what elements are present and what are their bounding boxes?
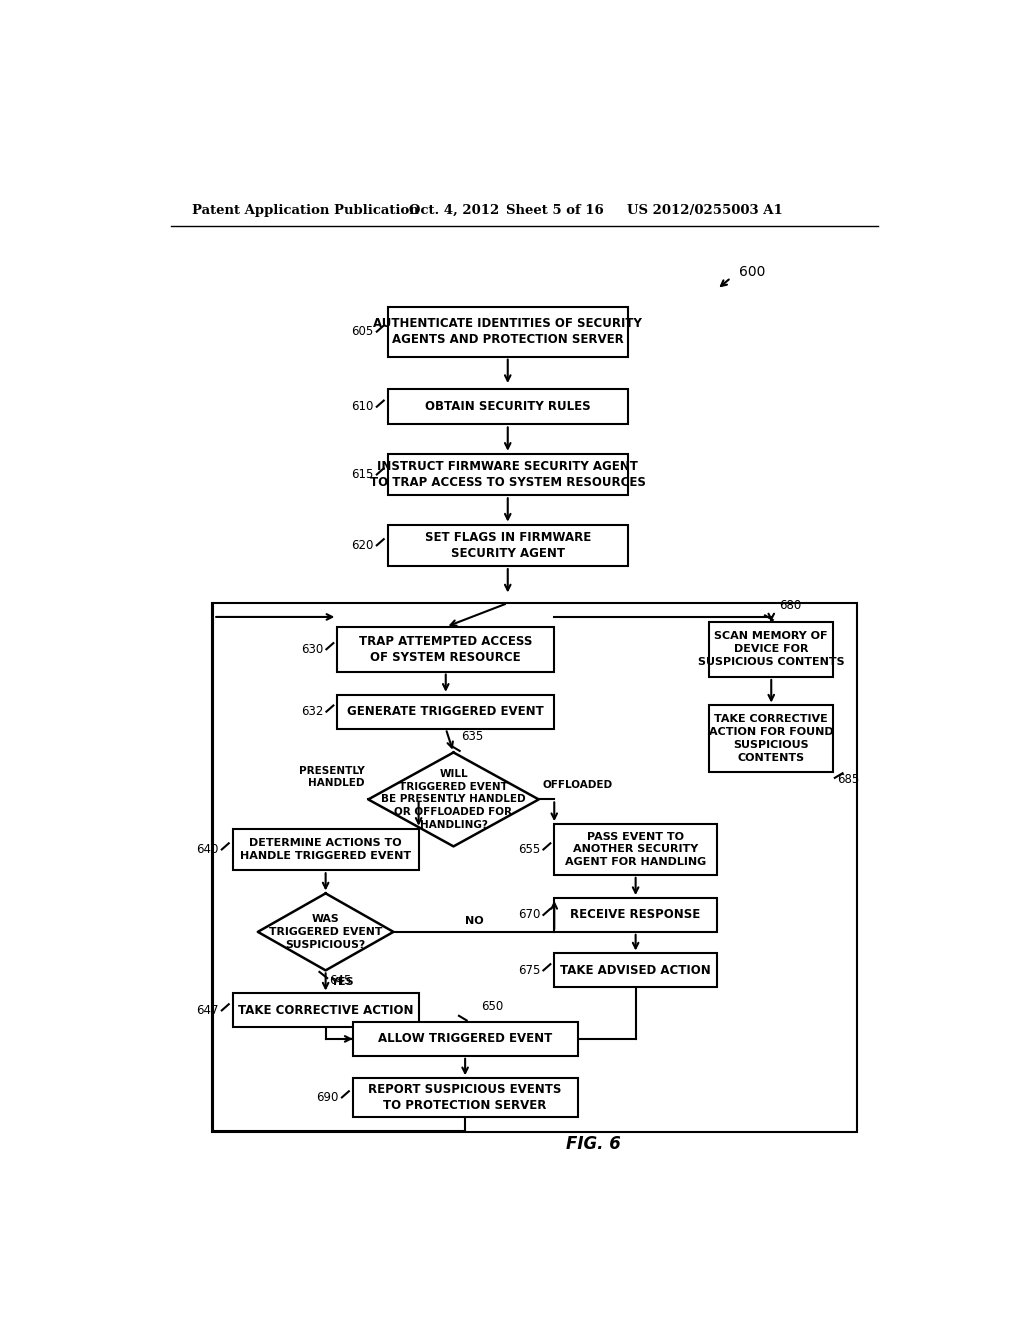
Polygon shape	[369, 752, 539, 846]
Text: Oct. 4, 2012: Oct. 4, 2012	[409, 205, 499, 218]
Text: 600: 600	[738, 265, 765, 280]
Bar	[352, 1022, 578, 1056]
Text: DETERMINE ACTIONS TO
HANDLE TRIGGERED EVENT: DETERMINE ACTIONS TO HANDLE TRIGGERED EV…	[240, 838, 412, 861]
Text: SET FLAGS IN FIRMWARE
SECURITY AGENT: SET FLAGS IN FIRMWARE SECURITY AGENT	[425, 531, 591, 560]
Text: AUTHENTICATE IDENTITIES OF SECURITY
AGENTS AND PROTECTION SERVER: AUTHENTICATE IDENTITIES OF SECURITY AGEN…	[374, 317, 642, 346]
Text: 680: 680	[779, 599, 801, 612]
Bar	[554, 953, 717, 987]
Text: 640: 640	[197, 843, 219, 855]
Text: TAKE CORRECTIVE
ACTION FOR FOUND
SUSPICIOUS
CONTENTS: TAKE CORRECTIVE ACTION FOR FOUND SUSPICI…	[709, 714, 834, 763]
Text: Sheet 5 of 16: Sheet 5 of 16	[506, 205, 604, 218]
Text: NO: NO	[465, 916, 483, 925]
Bar	[212, 603, 856, 1133]
Bar	[710, 622, 834, 677]
Text: 690: 690	[316, 1090, 339, 1104]
Text: WILL
TRIGGERED EVENT
BE PRESENTLY HANDLED
OR OFFLOADED FOR
HANDLING?: WILL TRIGGERED EVENT BE PRESENTLY HANDLE…	[381, 768, 525, 830]
Text: 630: 630	[301, 643, 324, 656]
Text: 610: 610	[351, 400, 374, 413]
Bar	[388, 524, 628, 566]
Text: 650: 650	[480, 999, 503, 1012]
Bar	[388, 389, 628, 425]
Text: 645: 645	[330, 974, 352, 987]
Text: 670: 670	[518, 908, 541, 921]
Text: 632: 632	[301, 705, 324, 718]
Text: TRAP ATTEMPTED ACCESS
OF SYSTEM RESOURCE: TRAP ATTEMPTED ACCESS OF SYSTEM RESOURCE	[359, 635, 532, 664]
Text: 675: 675	[518, 964, 541, 977]
Text: 655: 655	[518, 843, 541, 855]
Bar	[232, 994, 419, 1027]
Text: YES: YES	[331, 977, 354, 987]
Text: Patent Application Publication: Patent Application Publication	[191, 205, 418, 218]
Text: INSTRUCT FIRMWARE SECURITY AGENT
TO TRAP ACCESS TO SYSTEM RESOURCES: INSTRUCT FIRMWARE SECURITY AGENT TO TRAP…	[370, 459, 646, 490]
Text: 615: 615	[351, 469, 374, 480]
Text: REPORT SUSPICIOUS EVENTS
TO PROTECTION SERVER: REPORT SUSPICIOUS EVENTS TO PROTECTION S…	[369, 1082, 562, 1113]
Bar	[554, 898, 717, 932]
Text: OBTAIN SECURITY RULES: OBTAIN SECURITY RULES	[425, 400, 591, 413]
Text: PASS EVENT TO
ANOTHER SECURITY
AGENT FOR HANDLING: PASS EVENT TO ANOTHER SECURITY AGENT FOR…	[565, 832, 707, 867]
Text: ALLOW TRIGGERED EVENT: ALLOW TRIGGERED EVENT	[378, 1032, 552, 1045]
Text: 647: 647	[197, 1005, 219, 1016]
Text: RECEIVE RESPONSE: RECEIVE RESPONSE	[570, 908, 700, 921]
Text: 620: 620	[351, 539, 374, 552]
Bar	[337, 627, 554, 672]
Bar	[352, 1078, 578, 1117]
Bar	[232, 829, 419, 870]
Text: 605: 605	[351, 325, 374, 338]
Bar	[337, 694, 554, 729]
Polygon shape	[258, 894, 393, 970]
Text: FIG. 6: FIG. 6	[565, 1135, 621, 1152]
Bar	[710, 705, 834, 772]
Text: US 2012/0255003 A1: US 2012/0255003 A1	[627, 205, 783, 218]
Text: WAS
TRIGGERED EVENT
SUSPICIOUS?: WAS TRIGGERED EVENT SUSPICIOUS?	[269, 913, 382, 949]
Bar	[388, 306, 628, 356]
Text: 635: 635	[461, 730, 483, 743]
Text: TAKE CORRECTIVE ACTION: TAKE CORRECTIVE ACTION	[238, 1005, 414, 1016]
Text: 685: 685	[838, 774, 859, 787]
Text: OFFLOADED: OFFLOADED	[543, 780, 612, 791]
Text: PRESENTLY
HANDLED: PRESENTLY HANDLED	[299, 767, 365, 788]
Bar	[388, 454, 628, 495]
Text: GENERATE TRIGGERED EVENT: GENERATE TRIGGERED EVENT	[347, 705, 544, 718]
Bar	[554, 824, 717, 875]
Text: TAKE ADVISED ACTION: TAKE ADVISED ACTION	[560, 964, 711, 977]
Text: SCAN MEMORY OF
DEVICE FOR
SUSPICIOUS CONTENTS: SCAN MEMORY OF DEVICE FOR SUSPICIOUS CON…	[698, 631, 845, 667]
